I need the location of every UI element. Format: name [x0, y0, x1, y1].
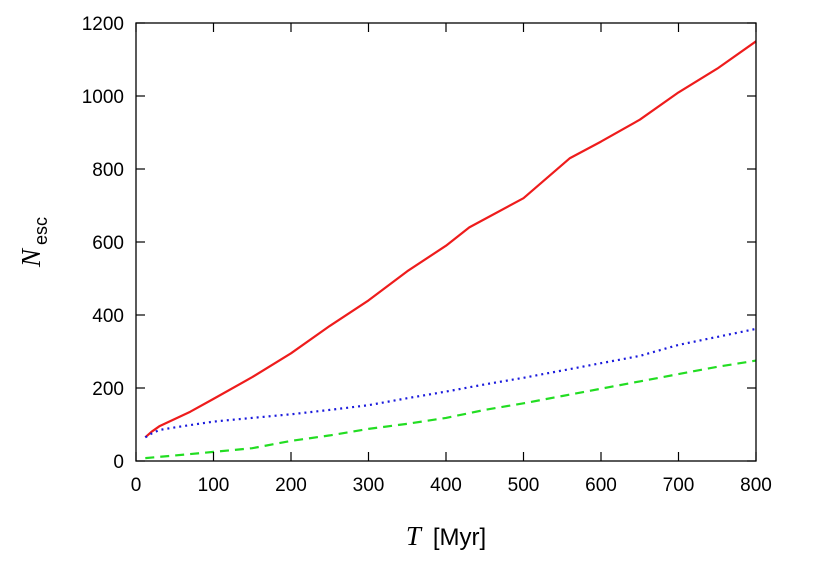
y-tick-label: 200: [92, 379, 124, 400]
series-line-3: [145, 359, 757, 460]
y-tick-label: 1200: [82, 14, 124, 35]
y-axis-subscript: esc: [31, 217, 51, 245]
x-tick-label: 700: [663, 475, 695, 496]
x-axis-label: T [Myr]: [406, 521, 486, 551]
x-tick-label: 600: [585, 475, 617, 496]
x-tick-label: 200: [275, 475, 307, 496]
y-tick-label: 0: [113, 452, 124, 473]
series-layer: [144, 40, 757, 460]
series-line-2: [144, 327, 757, 439]
plot-frame: [135, 22, 757, 462]
series-line-1: [144, 40, 757, 439]
y-axis-symbol: N: [16, 247, 46, 268]
y-tick-label: 600: [92, 233, 124, 254]
y-tick-label: 1000: [82, 87, 124, 108]
y-axis-label: N esc: [16, 217, 51, 268]
y-tick-label: 400: [92, 306, 124, 327]
x-tick-label: 100: [198, 475, 230, 496]
x-axis-symbol: T: [406, 521, 423, 551]
ticks-layer: 0 100 200 300 400 500 600 700 800 0 200 400 600 800 10…: [82, 14, 772, 496]
x-tick-label: 800: [740, 475, 772, 496]
y-tick-label: 800: [92, 160, 124, 181]
x-tick-label: 500: [508, 475, 540, 496]
x-tick-label: 0: [131, 475, 142, 496]
x-axis-unit: [Myr]: [433, 524, 486, 551]
x-tick-label: 400: [430, 475, 462, 496]
x-tick-label: 300: [353, 475, 385, 496]
